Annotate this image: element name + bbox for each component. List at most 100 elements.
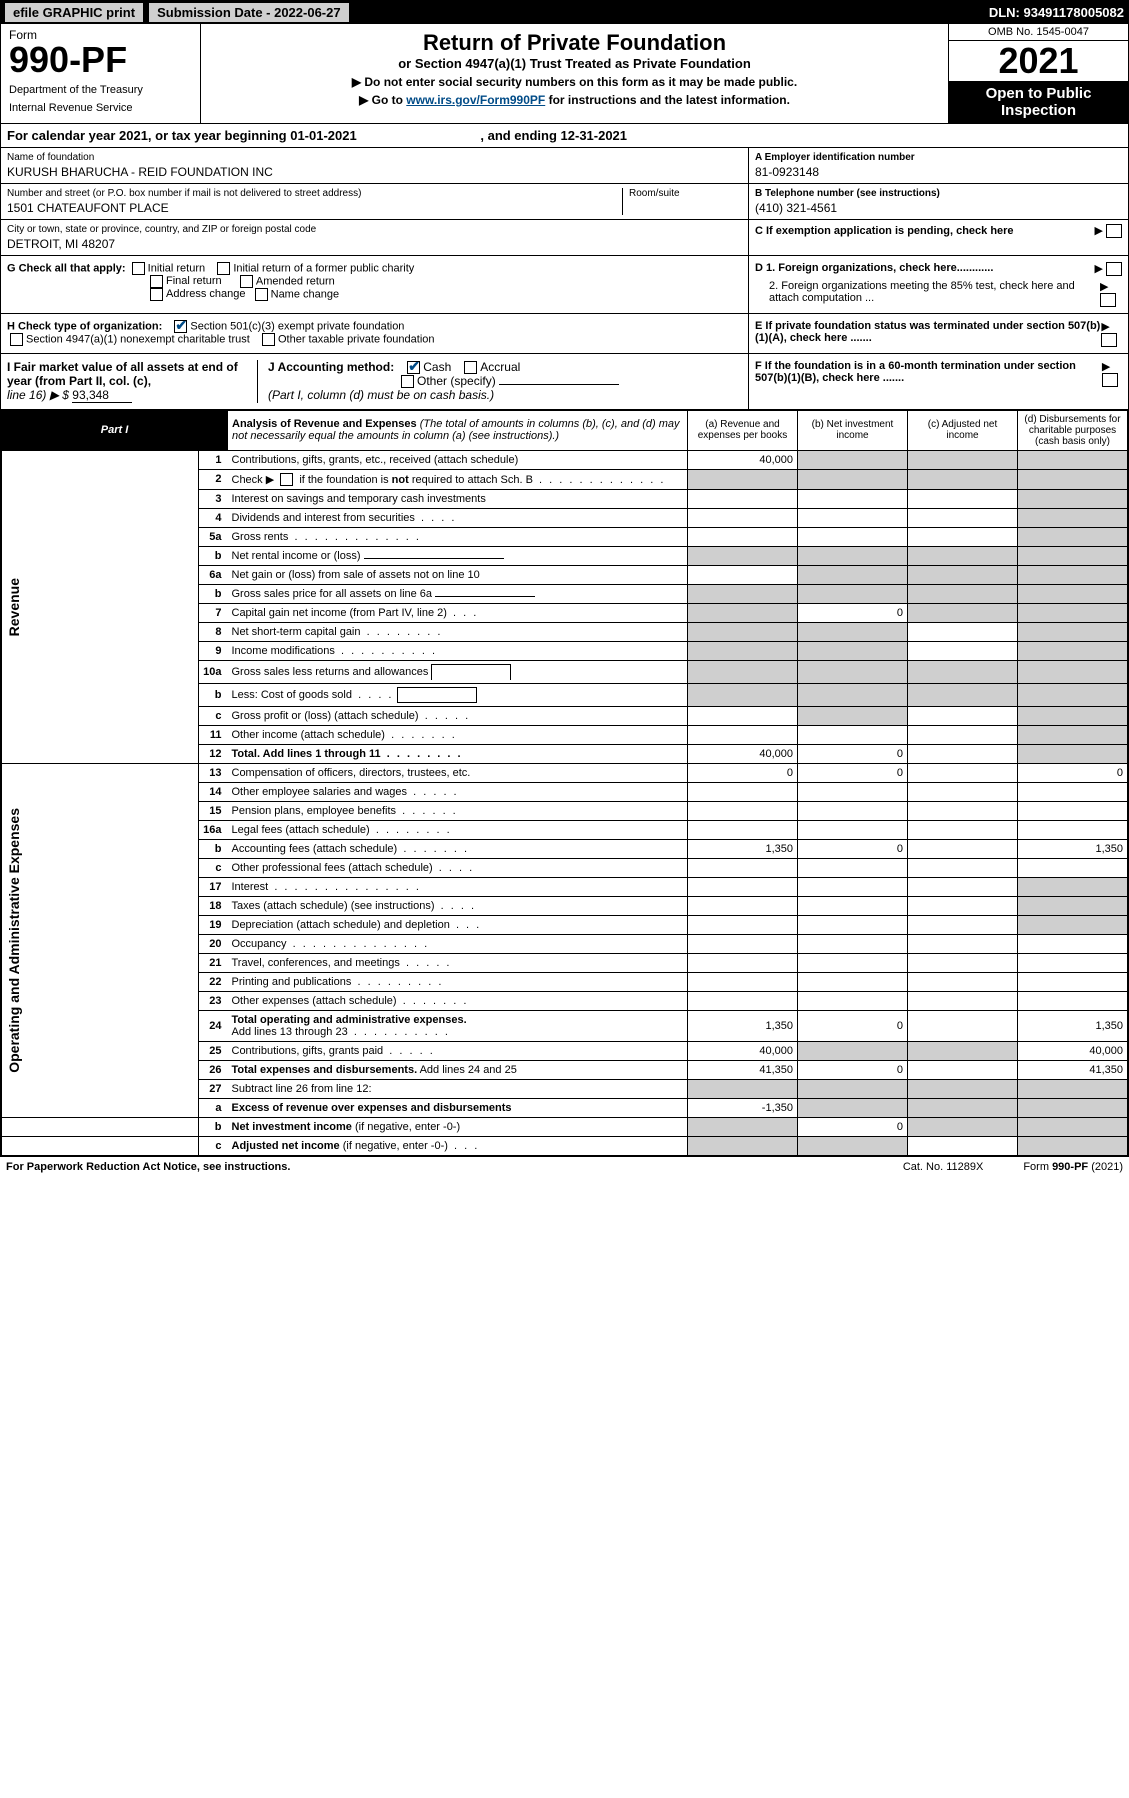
chk-initial[interactable] <box>132 262 145 275</box>
i-label: I Fair market value of all assets at end… <box>7 360 238 388</box>
h-4947: Section 4947(a)(1) nonexempt charitable … <box>26 333 250 345</box>
note2-post: for instructions and the latest informat… <box>545 93 790 107</box>
phone-label: B Telephone number (see instructions) <box>755 188 1122 199</box>
opexp-section-label: Operating and Administrative Expenses <box>2 764 199 1118</box>
g-amended: Amended return <box>256 275 335 287</box>
d2-label: 2. Foreign organizations meeting the 85%… <box>769 280 1100 307</box>
j-accrual: Accrual <box>480 360 520 374</box>
h-e-row: H Check type of organization: Section 50… <box>1 314 1128 354</box>
d1-checkbox[interactable] <box>1106 262 1122 276</box>
i-value: 93,348 <box>72 388 132 403</box>
info-block: Name of foundation KURUSH BHARUCHA - REI… <box>1 148 1128 256</box>
g-addr: Address change <box>166 288 246 300</box>
submission-date: Submission Date - 2022-06-27 <box>149 3 349 22</box>
chk-cash[interactable] <box>407 361 420 374</box>
note-link: ▶ Go to www.irs.gov/Form990PF for instru… <box>211 93 938 107</box>
i-block: I Fair market value of all assets at end… <box>7 360 257 403</box>
g-initial: Initial return <box>148 262 205 274</box>
irs: Internal Revenue Service <box>9 102 192 114</box>
cal-end: , and ending 12-31-2021 <box>480 128 627 143</box>
chk-other-method[interactable] <box>401 375 414 388</box>
chk-4947[interactable] <box>10 333 23 346</box>
j-cash: Cash <box>423 360 451 374</box>
city-state-zip: DETROIT, MI 48207 <box>7 237 742 251</box>
col-c: (c) Adjusted net income <box>908 410 1018 450</box>
ijf-row: I Fair market value of all assets at end… <box>1 354 1128 410</box>
header-center: Return of Private Foundation or Section … <box>201 24 948 123</box>
chk-initial-pub[interactable] <box>217 262 230 275</box>
j-note: (Part I, column (d) must be on cash basi… <box>268 388 494 402</box>
ij-block: I Fair market value of all assets at end… <box>1 354 748 409</box>
addr-label: Number and street (or P.O. box number if… <box>7 188 622 199</box>
row-13: Operating and Administrative Expenses 13… <box>2 764 1128 783</box>
irs-link[interactable]: www.irs.gov/Form990PF <box>406 93 545 107</box>
footer-catno: Cat. No. 11289X <box>903 1161 984 1173</box>
row-27b: bNet investment income (if negative, ent… <box>2 1118 1128 1137</box>
note2-pre: ▶ Go to <box>359 93 406 107</box>
j-other-line <box>499 384 619 385</box>
part1-title: Analysis of Revenue and Expenses <box>232 418 417 430</box>
header-right: OMB No. 1545-0047 2021 Open to Public In… <box>948 24 1128 123</box>
c-checkbox[interactable] <box>1106 224 1122 238</box>
d2-checkbox[interactable] <box>1100 293 1116 307</box>
city-cell: City or town, state or province, country… <box>1 220 748 255</box>
h-block: H Check type of organization: Section 50… <box>1 314 748 353</box>
e-label: E If private foundation status was termi… <box>755 320 1101 347</box>
chk-accrual[interactable] <box>464 361 477 374</box>
open-inspection: Open to Public Inspection <box>949 81 1128 123</box>
e-checkbox[interactable] <box>1101 333 1117 347</box>
h-501: Section 501(c)(3) exempt private foundat… <box>190 320 404 332</box>
g-initial-pub: Initial return of a former public charit… <box>233 262 414 274</box>
chk-name-change[interactable] <box>255 288 268 301</box>
g-name: Name change <box>271 288 340 300</box>
h-label: H Check type of organization: <box>7 320 162 332</box>
form-number: 990-PF <box>9 42 192 78</box>
header-left: Form 990-PF Department of the Treasury I… <box>1 24 201 123</box>
d-block: D 1. Foreign organizations, check here..… <box>748 256 1128 313</box>
cal-begin: For calendar year 2021, or tax year begi… <box>7 128 357 143</box>
address-row: Number and street (or P.O. box number if… <box>1 184 748 220</box>
part1-header-row: Part I Analysis of Revenue and Expenses … <box>2 410 1128 450</box>
form-header: Form 990-PF Department of the Treasury I… <box>1 24 1128 124</box>
name-label: Name of foundation <box>7 152 742 163</box>
chk-addr-change[interactable] <box>150 288 163 301</box>
chk-other-tax[interactable] <box>262 333 275 346</box>
form-subtitle: or Section 4947(a)(1) Trust Treated as P… <box>211 56 938 71</box>
f-checkbox[interactable] <box>1102 373 1118 387</box>
ein-cell: A Employer identification number 81-0923… <box>749 148 1128 184</box>
chk-amended[interactable] <box>240 275 253 288</box>
efile-badge: efile GRAPHIC print <box>5 3 143 22</box>
omb-number: OMB No. 1545-0047 <box>949 24 1128 41</box>
e-block: E If private foundation status was termi… <box>748 314 1128 353</box>
foundation-name-cell: Name of foundation KURUSH BHARUCHA - REI… <box>1 148 748 184</box>
footer-formno: Form 990-PF (2021) <box>1023 1161 1123 1173</box>
chk-schb[interactable] <box>280 473 293 486</box>
form-container: efile GRAPHIC print Submission Date - 20… <box>0 0 1129 1157</box>
chk-final[interactable] <box>150 275 163 288</box>
address: 1501 CHATEAUFONT PLACE <box>7 201 622 215</box>
room-label: Room/suite <box>629 188 742 199</box>
city-label: City or town, state or province, country… <box>7 224 742 235</box>
i-line16: line 16) ▶ $ <box>7 388 69 402</box>
part1-label: Part I <box>2 410 228 450</box>
phone-cell: B Telephone number (see instructions) (4… <box>749 184 1128 220</box>
col-a: (a) Revenue and expenses per books <box>688 410 798 450</box>
calendar-year-row: For calendar year 2021, or tax year begi… <box>1 124 1128 148</box>
form-title: Return of Private Foundation <box>211 30 938 56</box>
note-ssn: ▶ Do not enter social security numbers o… <box>211 75 938 89</box>
col-b: (b) Net investment income <box>798 410 908 450</box>
tax-year: 2021 <box>949 41 1128 81</box>
dln: DLN: 93491178005082 <box>989 5 1124 20</box>
foundation-name: KURUSH BHARUCHA - REID FOUNDATION INC <box>7 165 742 179</box>
info-left: Name of foundation KURUSH BHARUCHA - REI… <box>1 148 748 255</box>
phone: (410) 321-4561 <box>755 201 1122 215</box>
ein: 81-0923148 <box>755 165 1122 179</box>
g-final: Final return <box>166 275 222 287</box>
g-d-row: G Check all that apply: Initial return I… <box>1 256 1128 314</box>
f-block: F If the foundation is in a 60-month ter… <box>748 354 1128 409</box>
chk-501c3[interactable] <box>174 320 187 333</box>
top-bar: efile GRAPHIC print Submission Date - 20… <box>1 1 1128 24</box>
dept-treasury: Department of the Treasury <box>9 84 192 96</box>
d1-label: D 1. Foreign organizations, check here..… <box>755 262 993 276</box>
row-1: Revenue 1Contributions, gifts, grants, e… <box>2 450 1128 469</box>
